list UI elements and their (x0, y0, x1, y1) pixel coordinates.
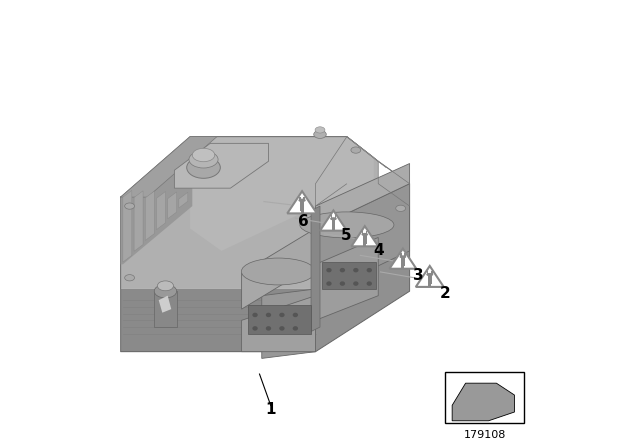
Ellipse shape (241, 258, 316, 285)
Polygon shape (168, 192, 177, 219)
Bar (431, 271, 433, 275)
Polygon shape (121, 137, 410, 289)
Polygon shape (316, 237, 378, 320)
Polygon shape (134, 191, 143, 251)
Ellipse shape (279, 313, 285, 317)
Ellipse shape (340, 268, 345, 272)
Ellipse shape (353, 268, 358, 272)
Ellipse shape (189, 151, 218, 168)
Text: 179108: 179108 (463, 430, 506, 439)
Ellipse shape (315, 127, 325, 133)
Polygon shape (316, 184, 410, 296)
Text: 4: 4 (373, 243, 383, 258)
Ellipse shape (314, 130, 326, 138)
Ellipse shape (396, 205, 406, 211)
Ellipse shape (330, 217, 337, 220)
Ellipse shape (351, 147, 361, 153)
Bar (299, 197, 301, 200)
Bar (248, 305, 311, 334)
Polygon shape (121, 137, 192, 264)
Polygon shape (159, 296, 172, 313)
Polygon shape (179, 192, 188, 208)
Bar (362, 231, 364, 234)
Ellipse shape (266, 313, 271, 317)
Text: 6: 6 (298, 214, 308, 229)
Polygon shape (242, 296, 316, 352)
Bar (335, 215, 336, 219)
Polygon shape (320, 211, 347, 231)
Polygon shape (121, 289, 316, 352)
Polygon shape (190, 137, 374, 251)
Text: 5: 5 (340, 228, 351, 243)
Bar (323, 262, 376, 289)
Polygon shape (452, 383, 515, 421)
Ellipse shape (187, 157, 220, 178)
Polygon shape (145, 191, 154, 241)
Polygon shape (287, 191, 317, 213)
Ellipse shape (193, 148, 215, 162)
Bar (428, 275, 431, 284)
Polygon shape (154, 291, 177, 327)
Bar (400, 254, 401, 257)
Ellipse shape (252, 313, 258, 317)
Polygon shape (316, 164, 410, 228)
Bar (404, 254, 406, 257)
Ellipse shape (292, 313, 298, 317)
Polygon shape (157, 191, 165, 229)
Ellipse shape (426, 273, 433, 276)
Ellipse shape (399, 255, 406, 258)
Text: 1: 1 (266, 402, 276, 418)
Polygon shape (316, 228, 410, 352)
Polygon shape (416, 266, 444, 287)
Ellipse shape (300, 212, 394, 238)
Ellipse shape (362, 233, 368, 236)
Bar (364, 244, 366, 247)
Ellipse shape (252, 326, 258, 331)
Ellipse shape (340, 281, 345, 286)
Bar (330, 215, 332, 219)
Bar (428, 284, 431, 287)
Bar (366, 231, 367, 234)
Text: 2: 2 (440, 286, 451, 301)
Ellipse shape (266, 326, 271, 331)
Ellipse shape (326, 268, 332, 272)
Polygon shape (351, 226, 378, 246)
Ellipse shape (353, 281, 358, 286)
Bar (301, 210, 303, 214)
Bar (300, 200, 304, 211)
Ellipse shape (125, 203, 134, 209)
Bar (332, 219, 335, 228)
Ellipse shape (298, 198, 306, 202)
Ellipse shape (367, 268, 372, 272)
Polygon shape (389, 249, 417, 269)
Polygon shape (311, 206, 320, 332)
Bar (303, 197, 305, 200)
Bar (401, 257, 404, 267)
Polygon shape (242, 228, 316, 309)
Ellipse shape (125, 275, 134, 281)
Ellipse shape (279, 326, 285, 331)
Ellipse shape (292, 326, 298, 331)
Bar (363, 235, 367, 244)
Polygon shape (262, 289, 316, 358)
Ellipse shape (157, 281, 173, 291)
Bar (401, 266, 404, 269)
Ellipse shape (154, 284, 177, 298)
Ellipse shape (326, 281, 332, 286)
Ellipse shape (367, 281, 372, 286)
Bar (445, 372, 524, 423)
Polygon shape (123, 190, 132, 262)
Bar (332, 228, 335, 231)
Bar (427, 271, 428, 275)
Polygon shape (174, 143, 269, 188)
Polygon shape (121, 137, 217, 197)
Text: 3: 3 (413, 268, 424, 283)
